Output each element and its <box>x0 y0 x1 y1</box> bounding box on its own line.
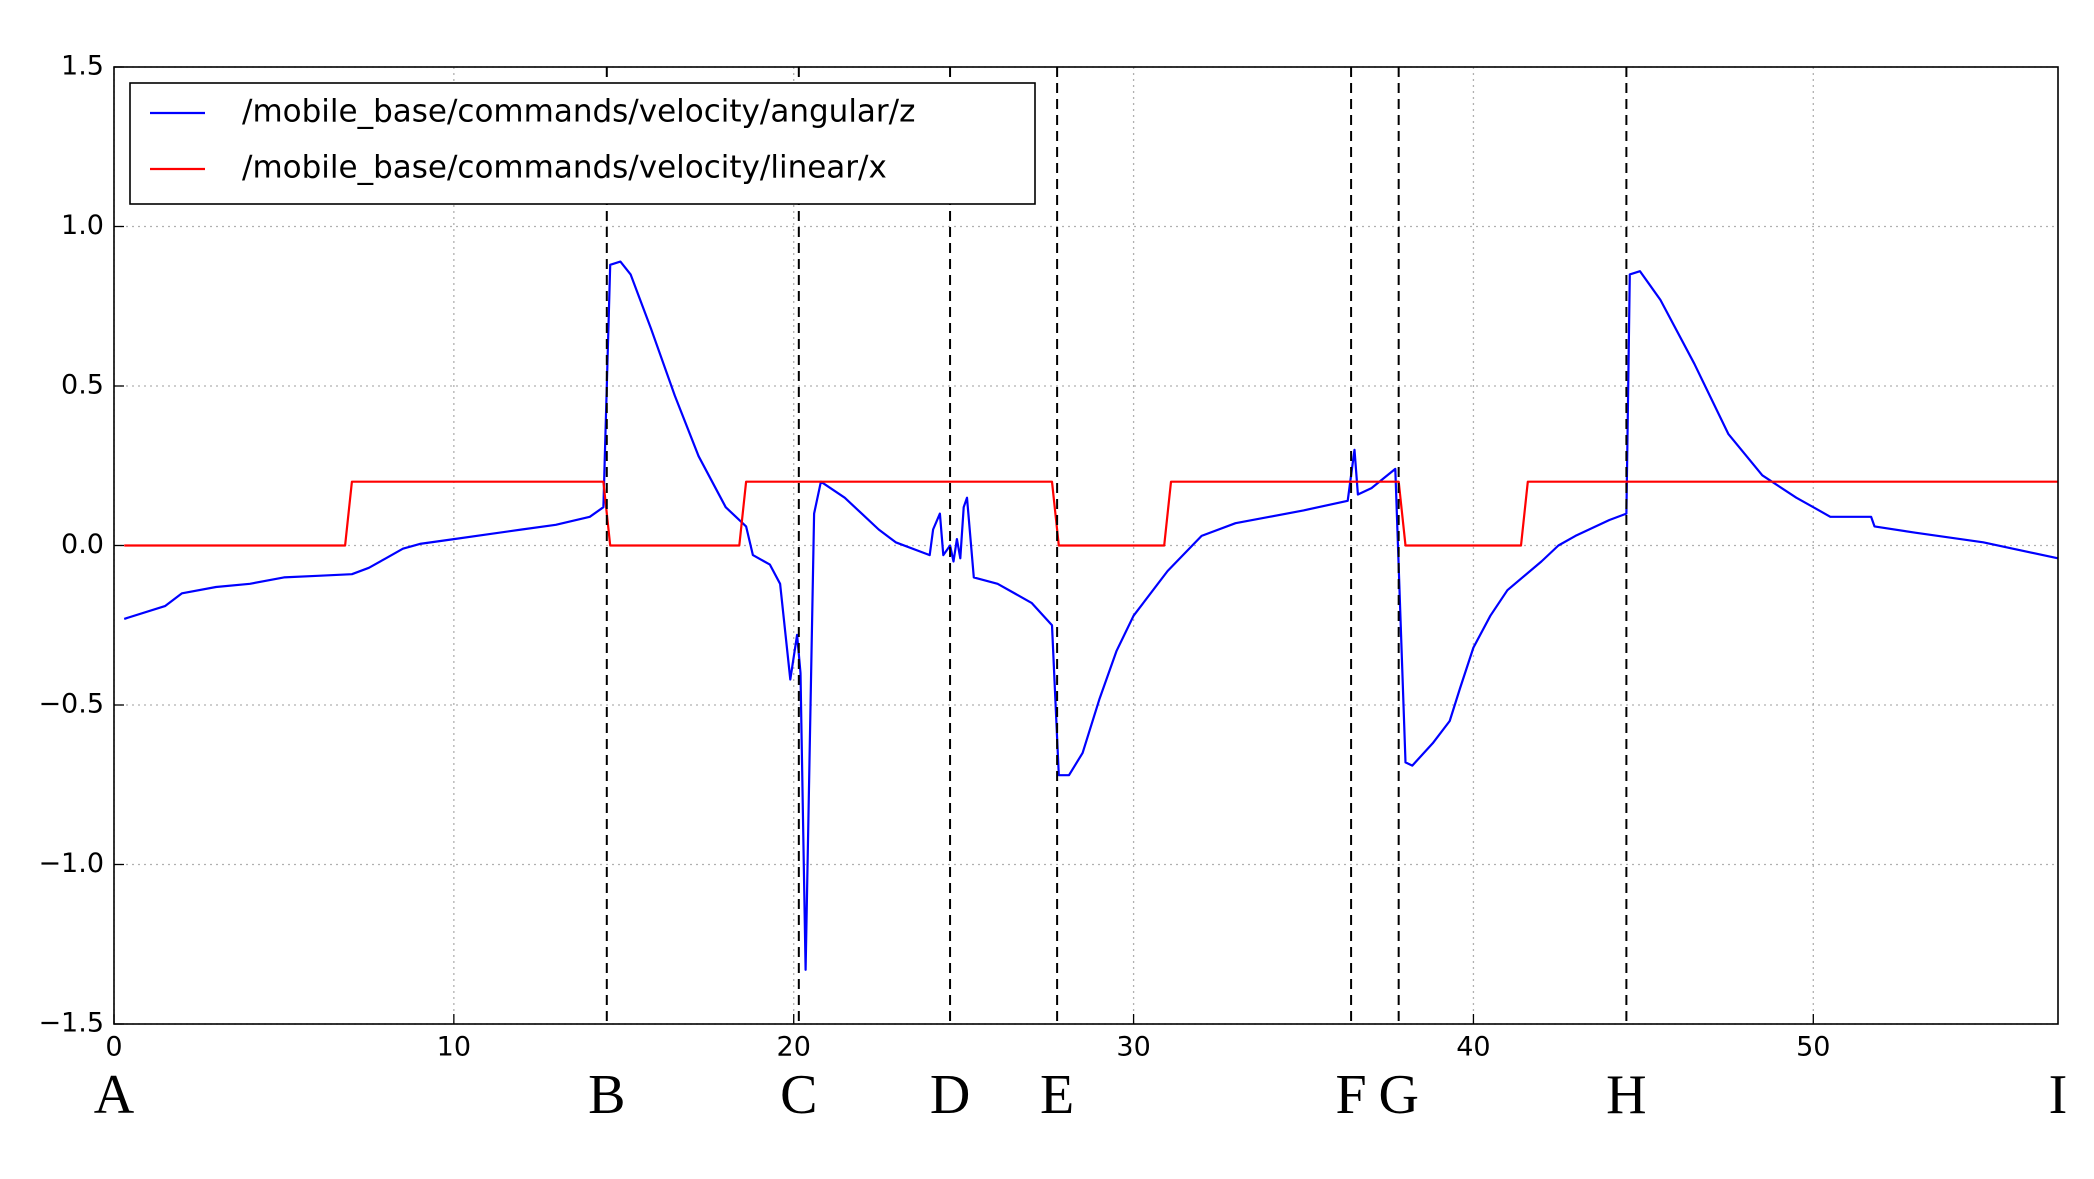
y-tick-label: −1.0 <box>38 848 104 879</box>
x-tick-label: 50 <box>1796 1032 1830 1063</box>
marker-label: C <box>780 1064 817 1126</box>
y-tick-label: 0.0 <box>61 529 104 560</box>
marker-label: H <box>1606 1064 1646 1126</box>
x-tick-label: 40 <box>1456 1032 1490 1063</box>
legend-label: /mobile_base/commands/velocity/angular/z <box>242 94 915 130</box>
marker-label: D <box>930 1064 970 1126</box>
x-tick-label: 20 <box>777 1032 811 1063</box>
plot-frame <box>113 66 2059 1025</box>
x-tick-label: 10 <box>437 1032 471 1063</box>
y-tick-label: 1.5 <box>61 51 104 82</box>
y-tick-label: −1.5 <box>38 1008 104 1039</box>
legend-label: /mobile_base/commands/velocity/linear/x <box>242 150 887 186</box>
legend: /mobile_base/commands/velocity/angular/z… <box>129 82 1036 205</box>
marker-label: B <box>588 1064 625 1126</box>
x-tick-label: 0 <box>105 1032 122 1063</box>
y-tick-label: 0.5 <box>61 370 104 401</box>
series-line <box>123 260 2059 971</box>
y-tick-label: 1.0 <box>61 210 104 241</box>
y-tick-label: −0.5 <box>38 689 104 720</box>
marker-label: I <box>2049 1064 2068 1126</box>
marker-label: F <box>1336 1064 1367 1126</box>
marker-label: E <box>1040 1064 1074 1126</box>
x-tick-label: 30 <box>1116 1032 1150 1063</box>
series-line <box>124 480 2058 547</box>
marker-label: A <box>94 1064 135 1126</box>
legend-box <box>129 82 1036 205</box>
marker-label: G <box>1378 1064 1418 1126</box>
